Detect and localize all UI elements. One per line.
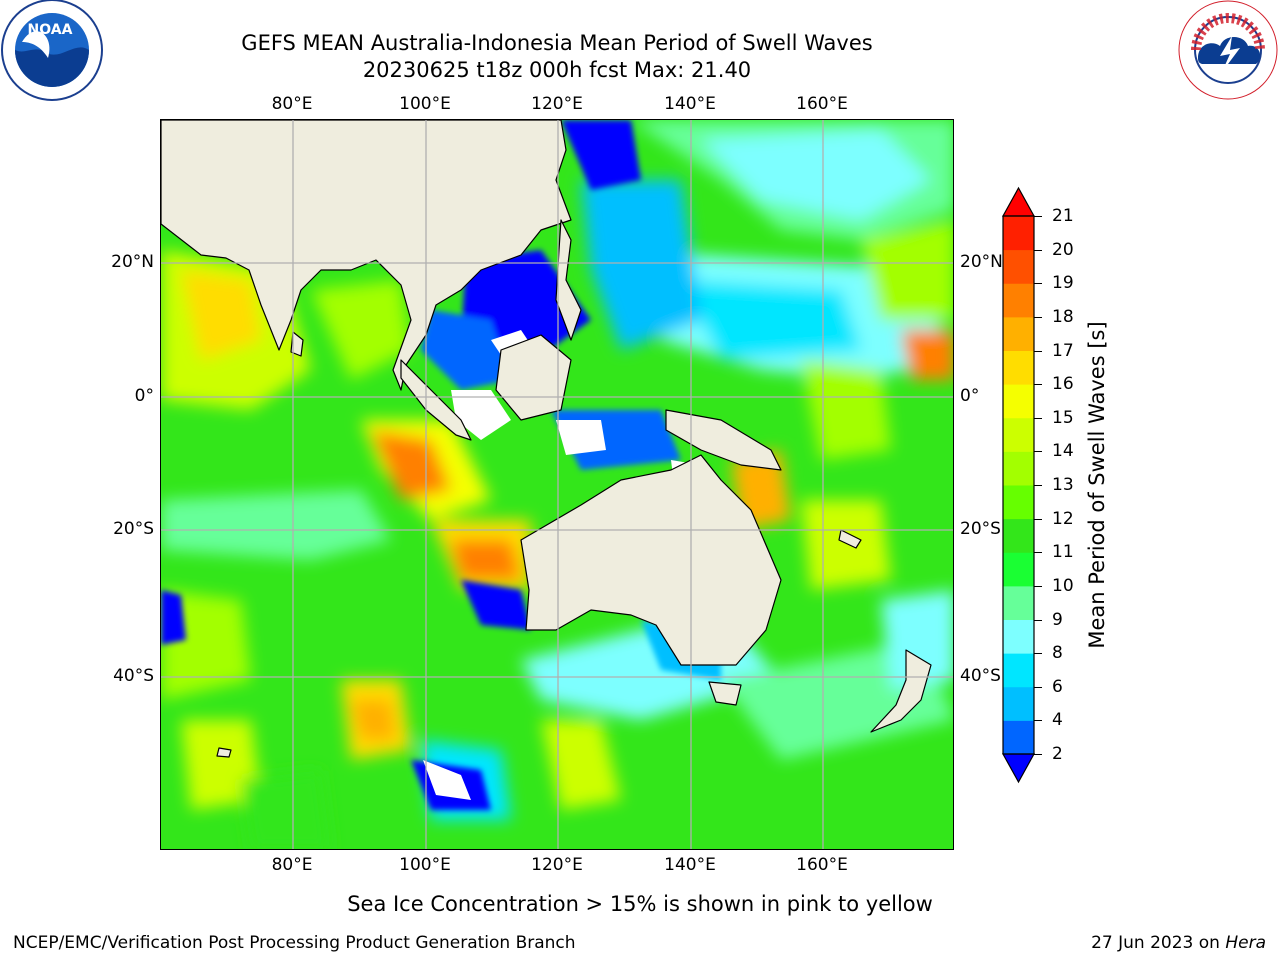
lon-tick-top: 80°E — [271, 94, 313, 114]
colorbar-tick: 20 — [1052, 239, 1074, 260]
colorbar-tick: 4 — [1052, 710, 1063, 731]
colorbar-band — [1003, 518, 1034, 553]
footer-date-text: 27 Jun 2023 on — [1091, 933, 1226, 953]
colorbar-tick-mark — [1034, 585, 1042, 587]
sea-ice-note: Sea Ice Concentration > 15% is shown in … — [0, 891, 1280, 917]
colorbar-tick: 18 — [1052, 306, 1074, 327]
lon-tick-bottom: 140°E — [664, 855, 716, 875]
colorbar-label: Mean Period of Swell Waves [s] — [1085, 321, 1109, 649]
lon-tick-top: 120°E — [531, 94, 583, 114]
lat-tick-left: 0° — [134, 386, 154, 406]
colorbar-band — [1003, 720, 1034, 755]
colorbar-tick: 21 — [1052, 206, 1074, 226]
colorbar-tick-mark — [1034, 485, 1042, 486]
lat-tick-right: 20°N — [960, 252, 1003, 272]
colorbar-tick-mark — [1034, 686, 1042, 688]
colorbar-tick: 11 — [1052, 542, 1074, 563]
colorbar-tick-mark — [1034, 653, 1042, 655]
colorbar-band — [1003, 552, 1034, 587]
colorbar-tick: 6 — [1052, 676, 1063, 697]
map-subtitle: 20230625 t18z 000h fcst Max: 21.40 — [362, 58, 752, 82]
colorbar-tick: 9 — [1052, 609, 1063, 630]
colorbar-tick-mark — [1034, 552, 1042, 554]
lat-tick-left: 20°N — [111, 252, 154, 272]
land — [161, 120, 932, 758]
colorbar-band — [1003, 619, 1034, 654]
colorbar-tick: 15 — [1052, 407, 1074, 428]
colorbar-tick: 2 — [1052, 744, 1063, 764]
colorbar-tick-mark — [1034, 316, 1042, 318]
colorbar-band — [1003, 451, 1034, 486]
colorbar-bands — [1003, 216, 1034, 755]
lat-tick-left: 40°S — [113, 666, 154, 686]
noaa-logo-text: NOAA — [28, 22, 73, 38]
footer-host: Hera — [1225, 933, 1266, 953]
lon-tick-bottom: 160°E — [796, 855, 848, 875]
colorbar-tick-mark — [1034, 249, 1042, 251]
colorbar-band — [1003, 283, 1034, 318]
colorbar-tick: 19 — [1052, 273, 1074, 294]
colorbar-over-triangle — [1001, 186, 1036, 217]
colorbar-band — [1003, 485, 1034, 520]
colorbar-tick: 13 — [1052, 475, 1074, 495]
lon-tick-bottom: 120°E — [531, 855, 583, 875]
colorbar-tick-mark — [1034, 720, 1042, 722]
map-title: GEFS MEAN Australia-Indonesia Mean Perio… — [241, 31, 873, 55]
graticule — [161, 120, 953, 849]
colorbar — [1001, 186, 1036, 784]
colorbar-band — [1003, 417, 1034, 452]
nws-logo — [1178, 0, 1278, 100]
colorbar-band — [1003, 653, 1034, 688]
colorbar-under-triangle — [1001, 753, 1036, 784]
colorbar-tick: 16 — [1052, 374, 1074, 395]
colorbar-tick: 10 — [1052, 575, 1074, 596]
colorbar-tick-mark — [1034, 518, 1042, 520]
colorbar-tick-mark — [1034, 350, 1042, 352]
swell-period-map — [160, 119, 954, 850]
colorbar-band — [1003, 384, 1034, 419]
swell-period-field — [161, 120, 953, 849]
lon-tick-top: 160°E — [796, 94, 848, 114]
colorbar-tick-mark — [1034, 384, 1042, 386]
swell-field-blobs — [161, 120, 953, 849]
colorbar-band — [1003, 216, 1034, 251]
sea-ice-note-text: Sea Ice Concentration > 15% is shown in … — [347, 892, 933, 916]
colorbar-band — [1003, 316, 1034, 351]
colorbar-band — [1003, 585, 1034, 620]
footer-date: 27 Jun 2023 on Hera — [1091, 933, 1266, 953]
colorbar-tick-mark — [1034, 619, 1042, 621]
lon-tick-top: 140°E — [664, 94, 716, 114]
colorbar-band — [1003, 249, 1034, 284]
colorbar-tick: 12 — [1052, 508, 1074, 529]
lon-tick-bottom: 100°E — [399, 855, 451, 875]
colorbar-tick-mark — [1034, 417, 1042, 419]
lat-tick-left: 20°S — [113, 519, 154, 539]
colorbar-tick-mark — [1034, 754, 1042, 755]
colorbar-band — [1003, 350, 1034, 385]
footer-producer: NCEP/EMC/Verification Post Processing Pr… — [13, 933, 576, 953]
colorbar-tick-mark — [1034, 216, 1042, 217]
colorbar-tick: 17 — [1052, 340, 1074, 361]
colorbar-band — [1003, 686, 1034, 721]
lon-tick-bottom: 80°E — [271, 855, 313, 875]
lat-tick-right: 20°S — [960, 519, 1001, 539]
lat-tick-right: 40°S — [960, 666, 1001, 686]
noaa-logo: NOAA — [1, 0, 103, 101]
lon-tick-top: 100°E — [399, 94, 451, 114]
colorbar-tick-mark — [1034, 451, 1042, 453]
colorbar-tick: 14 — [1052, 441, 1074, 462]
lat-tick-right: 0° — [960, 386, 980, 406]
colorbar-tick-mark — [1034, 283, 1042, 285]
colorbar-tick: 8 — [1052, 643, 1063, 664]
